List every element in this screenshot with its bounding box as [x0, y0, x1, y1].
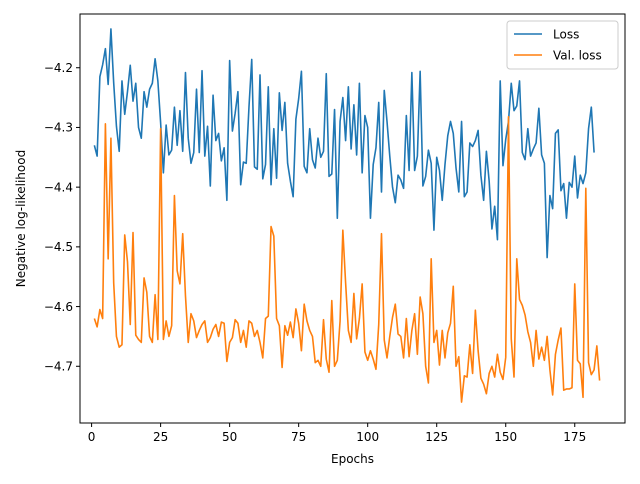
x-tick-label: 25: [153, 430, 168, 444]
y-tick-label: −4.3: [44, 121, 73, 135]
x-axis-ticks: 0 25 50 75 100 125 150 175: [88, 423, 586, 444]
y-axis-ticks: −4.2 −4.3 −4.4 −4.5 −4.6 −4.7: [44, 61, 80, 374]
x-tick-label: 125: [425, 430, 448, 444]
y-tick-label: −4.4: [44, 180, 73, 194]
y-axis-label: Negative log-likelihood: [14, 150, 28, 287]
legend-label-val-loss: Val. loss: [553, 49, 602, 63]
x-tick-label: 75: [291, 430, 306, 444]
x-tick-label: 0: [88, 430, 96, 444]
legend-box: [506, 20, 619, 70]
x-tick-label: 150: [494, 430, 517, 444]
legend-label-loss: Loss: [553, 28, 579, 42]
series-layer: [93, 28, 601, 403]
series-line-loss: [93, 28, 595, 259]
y-tick-label: −4.2: [44, 61, 73, 75]
y-tick-label: −4.5: [44, 240, 73, 254]
plot-frame: [79, 13, 626, 424]
x-axis-label: Epochs: [331, 452, 374, 466]
y-tick-label: −4.6: [44, 300, 73, 314]
x-tick-label: 50: [222, 430, 237, 444]
y-tick-label: −4.7: [44, 360, 73, 374]
series-line-val-loss: [93, 115, 601, 403]
x-tick-label: 175: [563, 430, 586, 444]
x-tick-label: 100: [356, 430, 379, 444]
legend: Loss Val. loss: [506, 20, 619, 70]
